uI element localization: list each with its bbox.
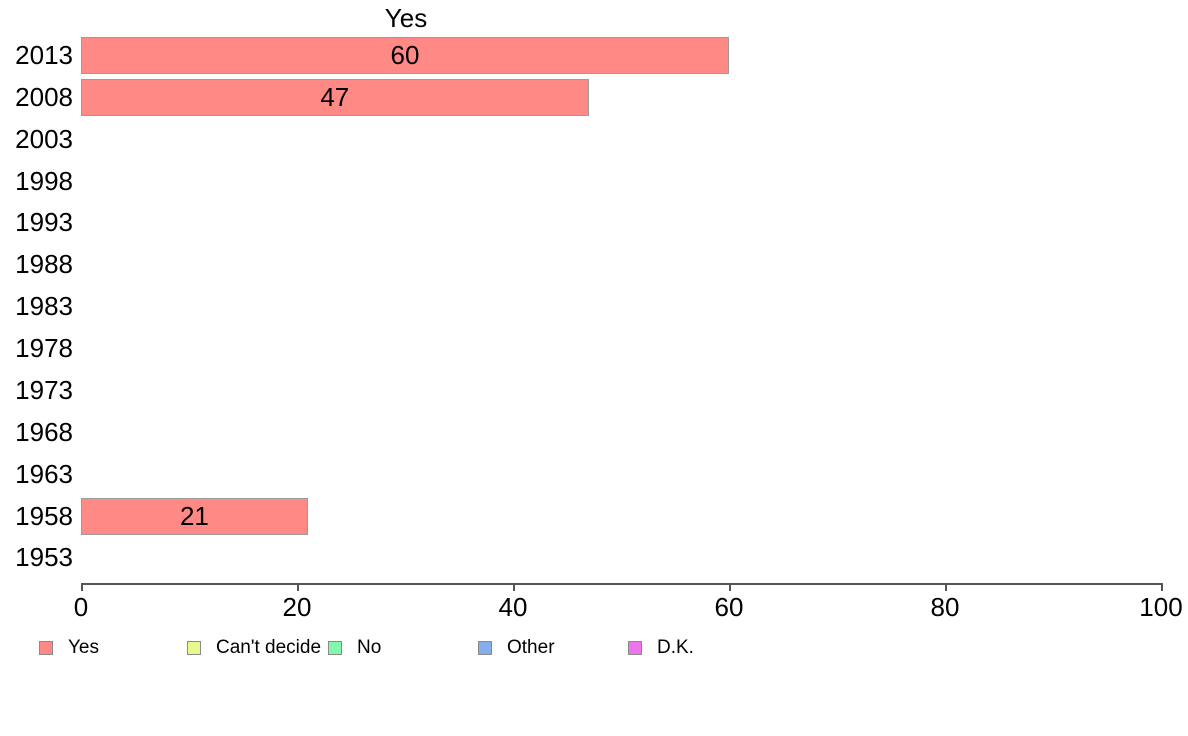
y-axis-label: 1983 xyxy=(15,291,73,322)
legend-label: No xyxy=(357,637,382,658)
x-tick xyxy=(729,583,731,591)
legend-item: Yes xyxy=(39,638,99,658)
x-tick-label: 0 xyxy=(73,592,89,622)
legend-label: Can't decide xyxy=(216,637,322,658)
x-tick-label: 80 xyxy=(930,592,960,622)
x-tick-label: 100 xyxy=(1139,592,1183,622)
chart-row: 2003 xyxy=(0,119,1188,161)
chart-row: 1968 xyxy=(0,412,1188,454)
y-axis-label: 1968 xyxy=(15,416,73,447)
y-axis-label: 1958 xyxy=(15,500,73,531)
legend-label: Yes xyxy=(68,637,99,658)
legend-label: Other xyxy=(507,637,555,658)
chart-row: 2008 47 xyxy=(0,77,1188,119)
x-tick xyxy=(81,583,83,591)
chart-row: 2013 60 xyxy=(0,35,1188,77)
y-axis-label: 1963 xyxy=(15,458,73,489)
x-tick-label: 40 xyxy=(498,592,528,622)
legend-swatch-icon xyxy=(187,641,201,655)
x-tick-label: 20 xyxy=(282,592,312,622)
chart-row: 1998 xyxy=(0,161,1188,203)
x-tick-label: 60 xyxy=(714,592,744,622)
y-axis-label: 2013 xyxy=(15,40,73,70)
chart-row: 1978 xyxy=(0,328,1188,370)
bar-2008: 47 xyxy=(81,79,589,117)
y-axis-label: 1998 xyxy=(15,165,73,196)
x-axis-line xyxy=(81,583,1163,585)
chart-row: 1953 xyxy=(0,537,1188,579)
legend-swatch-icon xyxy=(478,641,492,655)
legend-swatch-icon xyxy=(328,641,342,655)
bar-1958: 21 xyxy=(81,497,308,535)
chart-row: 1983 xyxy=(0,286,1188,328)
legend-label: D.K. xyxy=(657,637,694,658)
x-tick xyxy=(513,583,515,591)
bar-2013: 60 xyxy=(81,37,729,75)
y-axis-label: 1988 xyxy=(15,249,73,280)
chart-row: 1973 xyxy=(0,370,1188,412)
legend-item: Other xyxy=(478,638,555,658)
chart-title: Yes xyxy=(384,3,428,33)
y-axis-label: 2003 xyxy=(15,123,73,154)
chart-row: 1963 xyxy=(0,454,1188,496)
chart-row: 1993 xyxy=(0,202,1188,244)
legend-swatch-icon xyxy=(39,641,53,655)
x-tick xyxy=(297,583,299,591)
x-tick xyxy=(945,583,947,591)
y-axis-label: 2008 xyxy=(15,81,73,112)
y-axis-label: 1978 xyxy=(15,333,73,364)
legend-swatch-icon xyxy=(628,641,642,655)
legend-item: D.K. xyxy=(628,638,694,658)
chart-row: 1988 xyxy=(0,244,1188,286)
y-axis-label: 1973 xyxy=(15,374,73,405)
bar-value-label: 21 xyxy=(179,500,209,531)
y-axis-label: 1993 xyxy=(15,207,73,238)
legend-item: Can't decide xyxy=(187,638,321,658)
bar-value-label: 60 xyxy=(390,40,420,71)
chart-row: 1958 21 xyxy=(0,496,1188,538)
y-axis-label: 1953 xyxy=(15,542,73,573)
legend-item: No xyxy=(328,638,381,658)
bar-value-label: 47 xyxy=(320,82,350,113)
x-tick xyxy=(1161,583,1163,591)
